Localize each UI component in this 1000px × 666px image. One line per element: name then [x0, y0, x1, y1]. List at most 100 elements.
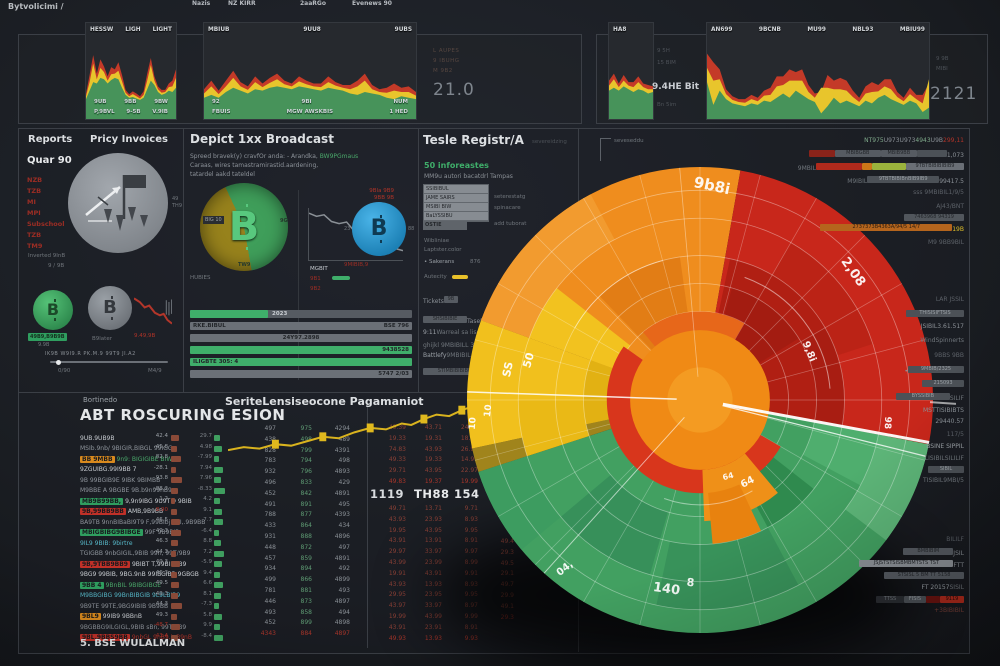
data-row[interactable]: LAR JSSIL — [936, 296, 964, 303]
mini-bar — [171, 540, 178, 546]
progress-bar[interactable]: 2023 — [190, 310, 412, 318]
data-row[interactable]: WindSpinnerts — [920, 337, 964, 344]
price-area-chart-2[interactable]: MBIUB 9UU8 9UBS 92 9BI NUM FBUIS MGW AWSKBIS 1… — [203, 22, 417, 120]
progress-section-label: HUBIES — [190, 275, 211, 281]
data-row[interactable]: THISISIFTSIS — [906, 310, 964, 319]
data-row[interactable]: sss 9MBIBIL1/9/5 — [913, 189, 964, 196]
cell-value: 43.95 — [424, 526, 442, 534]
progress-bar[interactable]: 24Y97.2898 — [190, 334, 412, 342]
pricy-invoices-heading[interactable]: Pricy Invoices — [90, 134, 168, 145]
footnote: 9 / 9B — [48, 263, 65, 269]
data-row[interactable]: • 9MBIB/2325 — [904, 366, 964, 375]
data-row[interactable]: BYSSIBIB SILIF — [895, 393, 964, 402]
cell-value: 493 — [338, 586, 350, 594]
data-row[interactable]: M9 9BB9BIL — [928, 239, 964, 246]
mini-bar — [214, 466, 223, 473]
top-mid-label: 9 5H — [657, 48, 670, 54]
svg-text:98: 98 — [882, 416, 892, 429]
mini-chart-legend: 9B1 — [310, 276, 321, 282]
bar-center-label: 24Y97.2898 — [282, 335, 320, 341]
btc-donut-chart[interactable]: B — [200, 183, 288, 271]
cell-value: 42.4 — [155, 433, 168, 439]
watchlist-item[interactable]: TZB — [27, 187, 42, 195]
cell-value: 866 — [300, 576, 312, 584]
cell-value: 46.3 — [155, 569, 168, 576]
chart-column-label: 9UU8 — [303, 27, 321, 33]
cell-value: 934 — [264, 565, 276, 573]
watchlist-item[interactable]: MI — [27, 198, 36, 206]
row-cell: SIBIL — [928, 466, 964, 473]
data-row[interactable]: 9MBIL 9TBTBIBIBIBIB9 — [798, 163, 964, 172]
progress-segment — [190, 310, 268, 318]
reports-heading[interactable]: Reports — [28, 134, 73, 145]
cell-value: 23.99 — [424, 558, 442, 566]
data-row[interactable]: NT975U973U9734943U9B299,11 — [864, 137, 964, 144]
mini-bar — [171, 550, 176, 557]
list-row[interactable]: Autecity — [424, 274, 447, 280]
row-cell — [816, 163, 862, 170]
bitcoin-gray-icon[interactable]: B — [88, 286, 132, 330]
cell-value: 877 — [300, 511, 312, 519]
watchlist-item[interactable]: TZB — [27, 231, 42, 239]
mini-bar — [171, 561, 180, 567]
cell-value: 932 — [264, 468, 276, 476]
mini-bar — [171, 487, 178, 494]
data-row[interactable]: +3BIBIBIL — [934, 607, 964, 614]
data-row[interactable]: SIBIL — [928, 466, 964, 475]
data-row[interactable]: LISIBILSILILIF — [925, 455, 964, 462]
bar-column-2 — [214, 435, 225, 645]
data-row[interactable]: 9BBS 9BB — [934, 352, 964, 359]
price-area-chart-4[interactable]: AN699 9BCNB MU99 NBL93 MBIU99 — [706, 22, 930, 120]
bitcoin-green-icon[interactable]: B — [33, 290, 73, 330]
data-row[interactable]: MSTTISIBIBTS — [923, 407, 964, 414]
radial-performance-chart[interactable]: 9b8i 2,08 9,8i 98 64 64 140 8 04, 10 10 SS 50 — [447, 147, 953, 653]
data-row[interactable]: JSIBIL3.61.517 — [921, 323, 964, 330]
chart-value-label: 92 — [212, 99, 220, 105]
data-row[interactable]: BILILF — [946, 536, 964, 543]
row-cell: THISISIFTSIS — [906, 310, 964, 317]
data-row[interactable]: BSINE SIPPIL — [926, 443, 964, 450]
data-row[interactable]: 215093 — [922, 380, 964, 389]
cell-value: 429 — [338, 478, 350, 486]
slider-handle[interactable] — [56, 359, 61, 365]
data-row[interactable]: 29440.57 — [935, 418, 964, 425]
row-cell: U9B — [930, 137, 943, 144]
data-row[interactable]: TTSS FISIS 9119 — [876, 596, 964, 605]
bitcoin-blue-icon[interactable]: B — [352, 202, 406, 256]
watchlist-item[interactable]: NZB — [27, 176, 43, 184]
price-area-chart-3[interactable]: HA8 — [608, 22, 654, 120]
bar-right-label: BSE 796 — [383, 323, 409, 329]
progress-bar[interactable]: 5747 2/03 — [190, 370, 412, 378]
price-area-chart-1[interactable]: HESSW LIGH LIGHT 9UB 9BB 9BW P,9BVL 9-5B V.9IB — [85, 22, 177, 120]
range-slider[interactable] — [50, 361, 168, 363]
data-row[interactable]: MBIBGBB MBIB9BB 1,073 — [808, 150, 964, 159]
row-cell: 4943 — [915, 137, 931, 144]
data-row[interactable]: FT 20157SISIL — [921, 584, 964, 591]
row-cell: 2737373B4363A/94/5 14/7 — [820, 224, 953, 231]
row-cell: BYSSIBIB — [895, 393, 950, 400]
cell-value: 796 — [300, 468, 312, 476]
cell-value: 499 — [264, 576, 276, 584]
data-row[interactable]: JSJSTSTSISBMBMTSTS TST FTT — [859, 560, 964, 569]
data-row[interactable]: 7463968 94319 — [904, 214, 964, 223]
progress-bar[interactable]: RKE.BIBUL BSE 796 — [190, 322, 412, 330]
data-row[interactable]: TISIBIL9MBI/5 — [923, 477, 964, 484]
bar-right-label: 9438528 — [382, 347, 409, 353]
coin-sublabel: 9.9B — [38, 342, 50, 348]
data-row[interactable]: 117/5 — [947, 431, 964, 438]
data-row[interactable]: M9IBIL 9TBTBIBIBnBIB9IB9 99417.5 — [847, 176, 964, 185]
watchlist-item[interactable]: TM9 — [27, 242, 43, 250]
cell-value: 433 — [264, 522, 276, 530]
progress-bar[interactable]: 9438528 — [190, 346, 412, 354]
cell-value: 7.7 — [203, 517, 212, 523]
watchlist-item[interactable]: Subschool — [27, 220, 65, 228]
data-row[interactable]: 2737373B4363A/94/5 14/7 19B — [820, 224, 964, 233]
watchlist-item[interactable]: MPI — [27, 209, 41, 217]
data-row[interactable]: STSISL 5 BM TT 5158 — [884, 572, 964, 581]
progress-bar[interactable]: ILIGBTE 305: 4 — [190, 358, 412, 366]
data-row[interactable]: AJ43/BNT — [936, 203, 964, 210]
mini-bar — [171, 435, 179, 441]
data-row[interactable]: BMBIBIM JSIL — [903, 548, 964, 557]
trend-gauge[interactable] — [68, 153, 168, 253]
cell-value: 891 — [300, 500, 312, 508]
